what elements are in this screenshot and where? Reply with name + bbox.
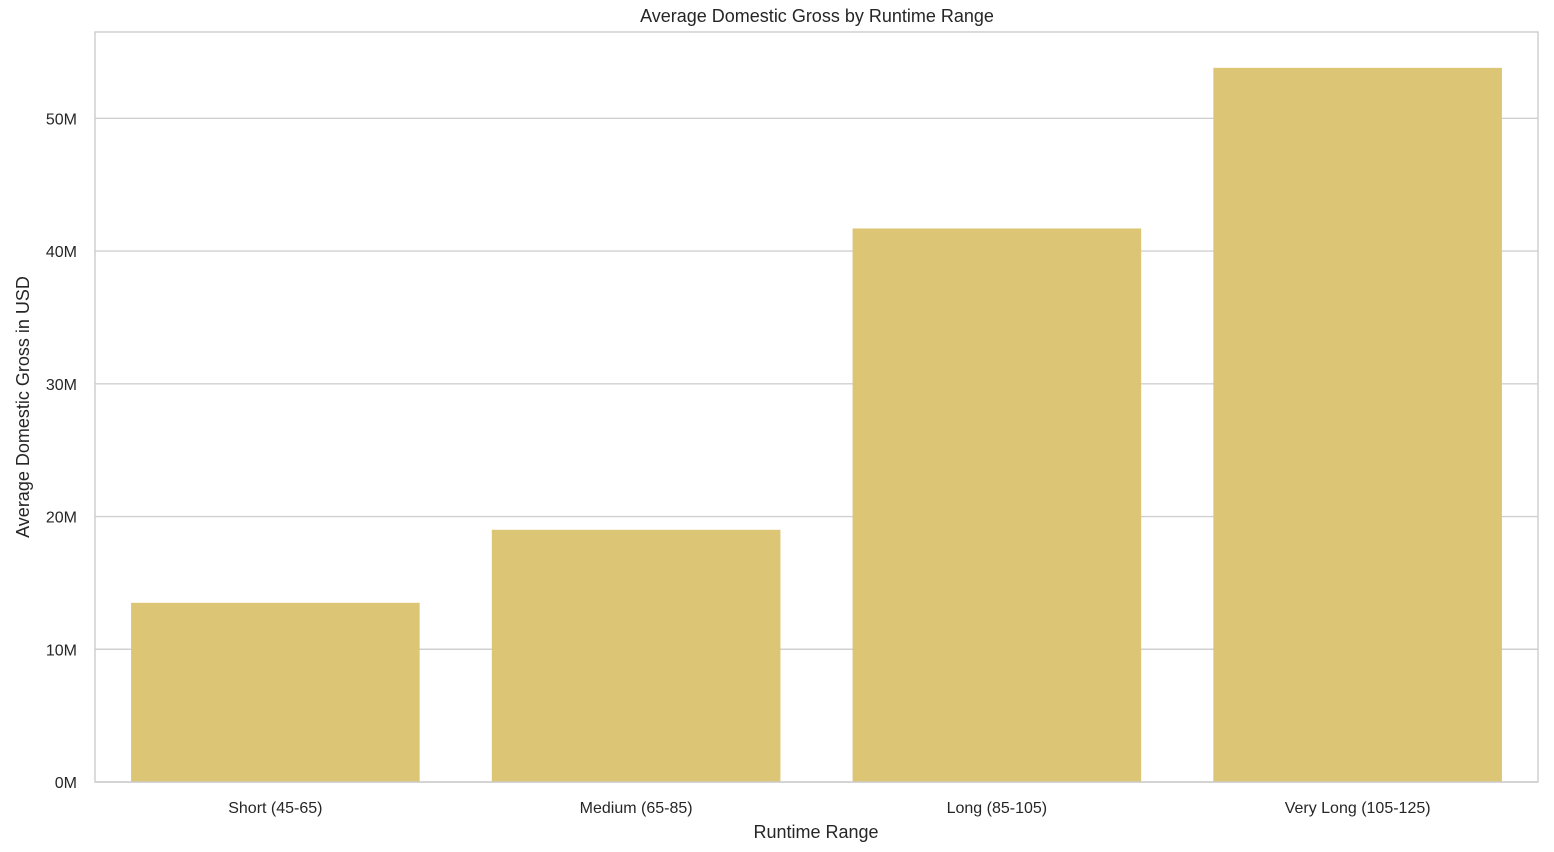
plot-area-frame xyxy=(94,31,1539,783)
y-tick-label: 50M xyxy=(46,111,77,128)
x-tick-label: Long (85-105) xyxy=(947,800,1048,817)
x-tick-label: Medium (65-85) xyxy=(580,800,693,817)
x-axis-ticks: Short (45-65) Medium (65-85) Long (85-105)… xyxy=(228,800,1430,817)
bar-4 xyxy=(1213,67,1502,783)
x-tick-label: Short (45-65) xyxy=(228,800,322,817)
y-axis-label: Average Domestic Gross in USD xyxy=(13,276,33,538)
y-tick-label: 40M xyxy=(46,244,77,261)
y-tick-label: 20M xyxy=(46,510,77,527)
y-tick-label: 10M xyxy=(46,642,77,659)
chart-title: Average Domestic Gross by Runtime Range xyxy=(640,6,994,26)
bar-3 xyxy=(852,228,1142,782)
y-axis-ticks: 0M 10M 20M 30M 40M 50M xyxy=(46,111,77,792)
y-tick-label: 0M xyxy=(55,775,77,792)
x-axis-label: Runtime Range xyxy=(753,822,878,842)
y-tick-label: 30M xyxy=(46,377,77,394)
bar-2 xyxy=(491,529,781,782)
bars xyxy=(131,67,1502,783)
bar-1 xyxy=(131,602,420,782)
x-tick-label: Very Long (105-125) xyxy=(1285,800,1431,817)
